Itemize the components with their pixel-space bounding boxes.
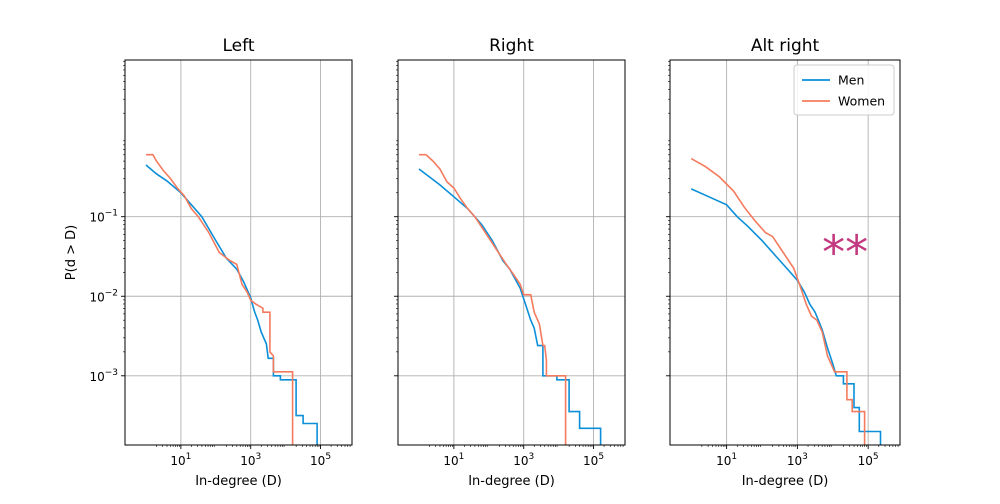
x-axis-label: In-degree (D) xyxy=(195,474,282,489)
legend-label-men: Men xyxy=(838,73,864,88)
series-line-men xyxy=(418,168,602,445)
y-tick-label: 10−1 xyxy=(89,209,118,225)
significance-annotation: ** xyxy=(822,226,868,280)
legend-label-women: Women xyxy=(838,94,885,109)
y-axis-label: P(d > D) xyxy=(64,225,79,280)
x-tick-label: 105 xyxy=(583,452,604,468)
series-line-women xyxy=(146,153,294,445)
panel-left: 101 103 105 10−1 10−2 10−3 Left In-degree (D) P(… xyxy=(64,36,353,489)
panel-title: Alt right xyxy=(751,36,820,56)
panel-title: Right xyxy=(489,36,534,56)
x-tick-label: 103 xyxy=(240,452,261,468)
x-tick-label: 105 xyxy=(310,452,331,468)
x-axis-label: In-degree (D) xyxy=(468,474,555,489)
y-tick-label: 10−2 xyxy=(89,288,118,304)
plot-frame xyxy=(669,59,901,446)
series-line-women xyxy=(690,157,866,445)
x-tick-label: 101 xyxy=(716,452,737,468)
series-line-women xyxy=(419,153,567,445)
x-tick-label: 101 xyxy=(443,452,464,468)
legend-box xyxy=(793,64,895,116)
series-line-men xyxy=(145,164,318,445)
x-tick-label: 103 xyxy=(787,452,808,468)
plot-frame xyxy=(397,59,626,446)
panel-title: Left xyxy=(223,36,255,56)
y-tick-label: 10−3 xyxy=(89,368,118,384)
x-tick-label: 105 xyxy=(858,452,879,468)
panel-alt-right: 101 103 105 Alt right In-degree (D) ** Men Wome… xyxy=(666,36,901,489)
x-tick-label: 101 xyxy=(170,452,191,468)
plot-frame xyxy=(124,59,353,446)
legend: Men Women xyxy=(793,64,895,116)
x-tick-label: 103 xyxy=(513,452,534,468)
panel-right: 101 103 105 Right In-degree (D) xyxy=(394,36,626,489)
series-line-men xyxy=(690,188,882,445)
x-axis-label: In-degree (D) xyxy=(742,474,829,489)
